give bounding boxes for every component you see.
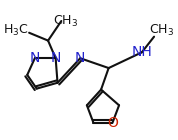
Text: NH: NH: [131, 45, 152, 59]
Text: N: N: [30, 51, 40, 65]
Text: CH$_3$: CH$_3$: [53, 13, 78, 29]
Text: H$_3$C: H$_3$C: [3, 23, 29, 38]
Text: CH$_3$: CH$_3$: [149, 23, 174, 38]
Text: O: O: [107, 116, 118, 130]
Text: N: N: [75, 51, 85, 65]
Text: N: N: [50, 51, 61, 65]
